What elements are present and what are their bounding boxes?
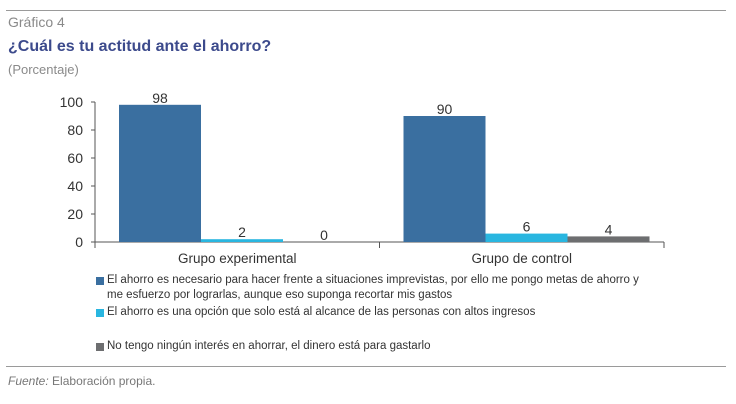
y-tick-label-2: 40 <box>67 178 83 194</box>
source-note: Fuente: Elaboración propia. <box>8 374 155 388</box>
legend-item-series-2: El ahorro es una opción que solo está al… <box>96 305 535 320</box>
data-label-series-1-cat-1: 98 <box>152 90 168 106</box>
legend-item-series-1: El ahorro es necesario para hacer frente… <box>96 273 656 303</box>
legend-item-series-3: No tengo ningún interés en ahorrar, el d… <box>96 339 431 354</box>
data-label-series-3-cat-1: 0 <box>320 227 328 243</box>
chart-subtitle: (Porcentaje) <box>8 62 79 77</box>
x-tick-label-1: Grupo de control <box>471 251 572 266</box>
data-label-series-1-cat-2: 90 <box>437 101 453 117</box>
bar-series-1-cat-2 <box>403 116 486 242</box>
figure-label: Gráfico 4 <box>8 14 65 30</box>
bar-series-2-cat-2 <box>485 233 568 242</box>
y-tick-label-5: 100 <box>60 94 84 110</box>
legend-label-series-3: No tengo ningún interés en ahorrar, el d… <box>107 340 431 352</box>
data-label-series-2-cat-2: 6 <box>523 219 531 235</box>
data-label-series-3-cat-2: 4 <box>605 221 613 237</box>
chart-title: ¿Cuál es tu actitud ante el ahorro? <box>8 38 272 55</box>
bar-series-3-cat-2 <box>567 236 650 242</box>
legend-swatch-series-2 <box>96 309 104 317</box>
data-label-series-2-cat-1: 2 <box>238 224 246 240</box>
bar-series-1-cat-1 <box>119 104 201 242</box>
legend-swatch-series-3 <box>96 343 104 351</box>
source-text: Elaboración propia. <box>52 374 156 388</box>
y-tick-label-3: 60 <box>67 150 83 166</box>
x-tick-label-0: Grupo experimental <box>178 251 297 266</box>
legend-label-series-1: El ahorro es necesario para hacer frente… <box>107 274 639 301</box>
bottom-rule <box>6 366 726 367</box>
legend-label-series-2: El ahorro es una opción que solo está al… <box>107 306 536 318</box>
top-rule <box>6 10 726 11</box>
y-tick-label-4: 80 <box>67 122 83 138</box>
legend-swatch-series-1 <box>96 277 104 285</box>
y-tick-label-0: 0 <box>75 234 83 250</box>
source-label: Fuente: <box>8 374 49 388</box>
bar-series-2-cat-1 <box>201 239 283 242</box>
y-tick-label-1: 20 <box>67 206 83 222</box>
